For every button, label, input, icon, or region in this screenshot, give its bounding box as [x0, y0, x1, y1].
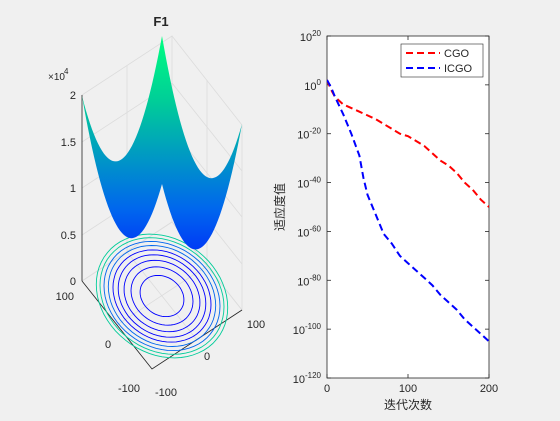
z-tick-label: 1	[70, 183, 76, 195]
contour-line	[112, 249, 212, 343]
surface-plot: F1 ×10 4 2 1.5 1 0.5 0 1 0	[48, 14, 265, 399]
legend-label-icgo: ICGO	[444, 63, 473, 75]
contour-line	[139, 274, 185, 318]
contour-line	[107, 245, 217, 347]
y-axis: -100 0 100	[155, 319, 265, 399]
z-tick-label: 1.5	[61, 137, 76, 149]
floor-outline	[81, 280, 243, 370]
x-tick-label: 0	[324, 383, 330, 395]
surface-mesh	[82, 36, 242, 250]
y-tick-label: 100	[304, 78, 321, 93]
contour-line	[117, 254, 207, 338]
y-tick-labels: 1020 100 10-20 10-40 10-60 10-80 10-100 10-120	[293, 29, 322, 386]
contour-line	[99, 237, 225, 355]
y-tick-label: 0	[204, 351, 210, 363]
y-tick-label: 10-40	[297, 176, 321, 191]
z-tick-label: 2	[70, 90, 76, 102]
y-tick-label: 1020	[300, 29, 322, 44]
y-tick-label: 10-60	[297, 224, 321, 239]
x-tick-label: 100	[56, 291, 74, 303]
series-line-cgo	[327, 79, 489, 208]
axis-ticks	[326, 35, 490, 379]
y-axis-label: 适应度值	[272, 183, 287, 231]
y-tick-label: 10-20	[297, 127, 321, 142]
y-tick-label: 10-80	[297, 273, 321, 288]
convergence-plot: 102010010-2010-4010-6010-8010-10010-120 …	[272, 29, 498, 412]
legend-label-cgo: CGO	[444, 48, 470, 60]
z-exponent-base: ×10	[48, 72, 65, 83]
contour-line	[95, 233, 229, 359]
legend-box	[400, 43, 484, 78]
series-line-icgo	[327, 79, 489, 343]
z-exponent-power: 4	[64, 67, 69, 76]
legend: CGO ICGO	[400, 43, 484, 78]
contour-line	[103, 240, 221, 352]
contour-lines	[95, 233, 229, 359]
x-tick-label: 200	[480, 383, 498, 395]
z-tick-label: 0	[70, 276, 76, 288]
plot-area	[326, 35, 490, 379]
y-tick-label: 100	[247, 319, 265, 331]
x-axis: 100 0 -100	[56, 291, 140, 395]
contour-line	[130, 266, 194, 326]
y-tick-label: 10-120	[293, 371, 322, 386]
x-axis-label: 迭代次数	[384, 397, 432, 412]
y-tick-label: 10-100	[293, 322, 322, 337]
x-tick-label: 0	[105, 339, 111, 351]
x-tick-label: 100	[399, 383, 417, 395]
back-wall-right-grid	[171, 80, 243, 266]
y-tick-label: -100	[155, 387, 177, 399]
z-tick-label: 0.5	[61, 230, 76, 242]
z-axis: ×10 4 2 1.5 1 0.5 0	[48, 67, 76, 288]
contour-line	[123, 259, 201, 333]
surface-title: F1	[153, 14, 168, 29]
z-exponent: ×10 4	[48, 67, 69, 83]
x-tick-label: -100	[118, 383, 140, 395]
